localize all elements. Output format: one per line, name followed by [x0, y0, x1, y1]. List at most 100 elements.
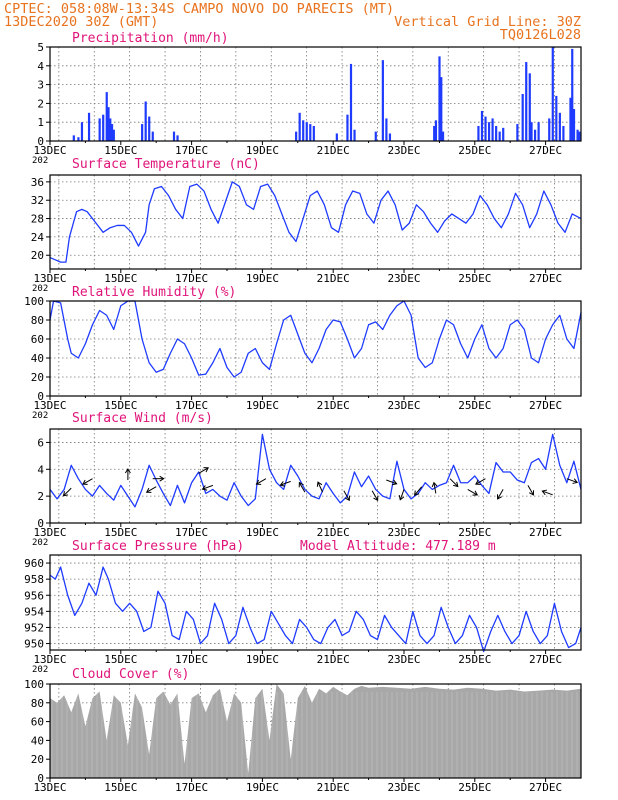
wind-arrow-12: [371, 490, 379, 502]
wind-xtick-label: 13DEC: [33, 526, 66, 539]
rh-ytick-label: 100: [24, 295, 44, 308]
wind-arrow-head: [344, 495, 350, 502]
header-date: 13DEC2020 30Z (GMT): [4, 14, 158, 30]
precip-ytick-label: 2: [37, 97, 44, 110]
precip-bar-60: [578, 131, 581, 141]
wind-arrow-head: [541, 489, 548, 496]
wind-arrow-5: [198, 467, 210, 474]
wind-arrow-shaft: [542, 490, 553, 496]
wind-series-line: [49, 433, 582, 508]
temp-xtick-label: 23DEC: [387, 272, 420, 285]
temp-xtick-label: 25DEC: [458, 272, 491, 285]
precip-bar-53: [555, 95, 558, 141]
temp-xtick-label: 27DEC: [529, 272, 562, 285]
pres-frame: [49, 554, 582, 651]
precip-bar-2: [80, 122, 84, 141]
precip-bar-41: [495, 125, 498, 141]
wind-arrow-head: [62, 491, 69, 497]
wind-arrow-head: [255, 479, 262, 485]
precip-ytick-label: 0: [37, 135, 44, 148]
precip-bar-39: [487, 122, 491, 141]
precip-bar-59: [576, 129, 579, 141]
wind-arrow-shaft: [414, 486, 423, 496]
rh-xtick-label: 19DEC: [246, 399, 279, 412]
wind-ytick-label: 0: [37, 517, 44, 530]
wind-arrow-head: [391, 479, 398, 486]
panel-wind: Surface Wind (m/s) 0 2 4 6 13DEC 15DEC 17DEC 19D…: [32, 411, 582, 548]
cloud-title: Cloud Cover (%): [72, 667, 189, 682]
wind-arrow-head: [453, 481, 459, 488]
wind-arrow-shaft: [371, 490, 379, 501]
precip-bar-29: [385, 118, 388, 141]
cloud-ytick-label: 0: [37, 772, 44, 785]
precip-xtick-label: 27DEC: [529, 144, 562, 157]
pres-series-line: [49, 566, 582, 653]
cloud-xtick-label: 17DEC: [175, 781, 208, 794]
wind-xtick-label: 15DEC: [104, 526, 137, 539]
panel-precip: Precipitation (mm/h) 0 1 2 3 4 5 13DEC 15DEC 17DE…: [32, 31, 582, 166]
temp-ytick-label: 20: [31, 249, 44, 262]
panel-temp: Surface Temperature (nC) 20 24 28 32 36 13DEC 1…: [31, 157, 582, 294]
precip-bar-10: [112, 129, 115, 141]
cloud-frame: [49, 683, 582, 779]
wind-arrow-shaft: [298, 482, 306, 493]
wind-arrow-shaft: [527, 485, 534, 496]
precip-bar-46: [525, 62, 528, 141]
header-line1: CPTEC: 058:08W-13:34S CAMPO NOVO DO PARE…: [4, 1, 394, 17]
precip-xtick-label: 23DEC: [387, 144, 420, 157]
precip-bar-34: [440, 77, 443, 141]
wind-arrow-head: [203, 467, 210, 473]
wind-arrow-head: [414, 490, 420, 496]
wind-arrow-6: [201, 484, 214, 491]
precip-xtick-label: 15DEC: [104, 144, 137, 157]
cloud-ytick-label: 60: [31, 716, 44, 729]
wind-xtick-label: 17DEC: [175, 526, 208, 539]
precip-bar-6: [105, 92, 108, 141]
precip-bar-27: [374, 131, 377, 141]
temp-xtick-label: 17DEC: [175, 272, 208, 285]
wind-arrow-shaft: [146, 486, 157, 493]
wind-arrow-18: [467, 488, 479, 496]
precip-bar-0: [72, 135, 75, 141]
wind-arrow-shaft: [475, 478, 486, 485]
precip-bar-33: [438, 56, 441, 141]
pres-xtick-label: 15DEC: [104, 653, 137, 666]
cloud-ytick-label: 80: [31, 697, 44, 710]
rh-xtick-label: 21DEC: [317, 399, 350, 412]
precip-frame: [49, 46, 582, 142]
wind-year-cut: 202: [32, 538, 48, 548]
wind-arrow-shaft: [467, 488, 478, 496]
precip-bar-51: [548, 118, 551, 141]
wind-arrow-shaft: [198, 467, 209, 474]
wind-arrow-shaft: [497, 489, 504, 500]
wind-arrow-22: [541, 489, 553, 496]
rh-ytick-label: 20: [31, 371, 44, 384]
pres-xtick-label: 27DEC: [529, 653, 562, 666]
precip-bar-50: [537, 122, 540, 141]
temp-xtick-label: 19DEC: [246, 272, 279, 285]
rh-year-cut: 202: [32, 411, 48, 421]
rh-ytick-label: 80: [31, 314, 44, 327]
pres-ytick-label: 956: [24, 589, 44, 602]
wind-arrow-head: [496, 494, 503, 500]
cloud-xtick-label: 27DEC: [529, 781, 562, 794]
temp-ytick-label: 32: [31, 194, 44, 207]
wind-arrow-16: [431, 481, 438, 494]
pres-ytick-label: 954: [24, 605, 44, 618]
precip-ytick-label: 5: [37, 41, 44, 54]
cloud-xtick-label: 25DEC: [458, 781, 491, 794]
precip-year-cut: 202: [32, 156, 48, 166]
wind-arrow-shaft: [566, 478, 578, 483]
wind-arrow-3: [152, 475, 165, 482]
wind-arrow-head: [398, 495, 405, 501]
precip-bar-21: [309, 124, 312, 141]
rh-xtick-label: 15DEC: [104, 399, 137, 412]
temp-ytick-label: 36: [31, 176, 44, 189]
precip-bar-19: [302, 120, 305, 141]
precip-bar-43: [502, 127, 505, 141]
precip-xtick-label: 21DEC: [317, 144, 350, 157]
temp-title: Surface Temperature (nC): [72, 157, 260, 172]
wind-arrow-head: [373, 495, 379, 502]
wind-arrow-2: [124, 468, 131, 481]
